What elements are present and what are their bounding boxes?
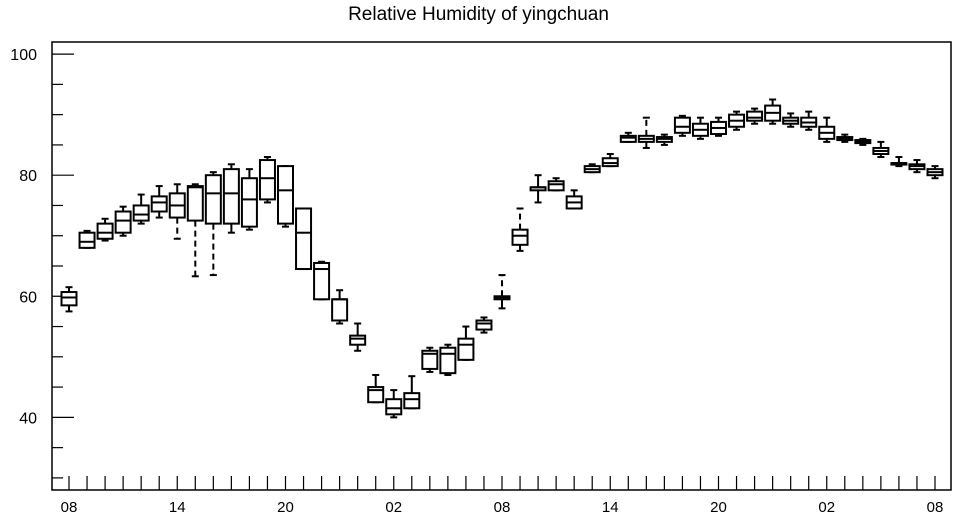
box-item — [529, 174, 547, 204]
box-item — [565, 189, 583, 210]
box-body — [277, 165, 294, 225]
box-item — [78, 229, 96, 249]
x-tick-label: 02 — [385, 499, 402, 516]
y-tick-label: 60 — [19, 289, 37, 306]
box-body — [421, 349, 439, 370]
box-item — [385, 389, 403, 419]
box-body — [186, 185, 204, 222]
box-item — [240, 168, 258, 231]
x-tick-label: 02 — [818, 499, 835, 516]
box-item — [764, 98, 782, 125]
box-item — [457, 325, 475, 361]
box-body — [403, 392, 421, 410]
box-item — [96, 217, 114, 242]
box-item — [475, 316, 493, 334]
box-item — [204, 171, 222, 277]
box-body — [349, 334, 367, 346]
box-item — [710, 116, 727, 137]
box-item — [277, 165, 294, 228]
box-item — [349, 322, 367, 352]
box-item — [890, 156, 908, 168]
box-item — [583, 163, 601, 174]
box-body — [457, 337, 475, 361]
box-body — [547, 180, 565, 192]
box-item — [493, 274, 511, 310]
box-item — [908, 159, 926, 174]
box-item — [511, 207, 529, 252]
box-item — [313, 260, 331, 301]
box-item — [655, 133, 673, 146]
box-item — [800, 110, 818, 131]
box-item — [818, 116, 836, 143]
plot-frame — [51, 41, 952, 491]
box-item — [926, 165, 944, 180]
y-tick-label: 40 — [19, 410, 37, 427]
chart-title: Relative Humidity of yingchuan — [348, 4, 609, 25]
x-tick-label: 08 — [61, 499, 78, 516]
y-tick-label: 80 — [19, 168, 37, 185]
box-body — [619, 134, 637, 143]
box-item — [619, 131, 637, 143]
x-tick-label: 14 — [602, 499, 619, 516]
box-item — [421, 346, 439, 373]
box-body — [78, 231, 96, 249]
box-item — [331, 289, 349, 325]
box-item — [132, 193, 150, 225]
x-tick-label: 08 — [494, 499, 511, 516]
box-body — [673, 116, 691, 134]
box-body — [204, 174, 222, 225]
y-axis: 40 60 80 100 — [10, 47, 74, 479]
box-item — [746, 107, 764, 125]
box-item — [836, 133, 854, 143]
box-item — [258, 156, 276, 204]
box-item — [673, 114, 691, 137]
box-item — [854, 137, 872, 146]
box-item — [150, 185, 168, 219]
box-item — [637, 116, 655, 149]
box-item — [403, 375, 421, 410]
box-body — [331, 298, 349, 322]
box-item — [439, 343, 457, 376]
box-body — [240, 177, 258, 228]
box-body — [96, 222, 114, 240]
box-body — [313, 261, 331, 301]
box-item — [728, 110, 746, 131]
box-item — [114, 205, 132, 237]
x-tick-label: 08 — [927, 499, 944, 516]
y-tick-label: 100 — [10, 47, 37, 64]
box-body — [439, 346, 457, 375]
box-item — [168, 183, 186, 240]
box-item — [872, 140, 890, 159]
box-body — [511, 228, 529, 246]
box-body — [114, 210, 132, 234]
box-item — [367, 373, 385, 404]
x-axis: 08 14 20 02 08 14 20 02 08 — [61, 476, 944, 516]
box-body — [746, 110, 764, 122]
box-item — [547, 177, 565, 192]
box-body — [150, 195, 168, 213]
box-item — [295, 207, 313, 271]
box-body — [222, 168, 240, 225]
box-item — [782, 112, 800, 128]
x-tick-label: 20 — [277, 499, 294, 516]
box-item — [60, 286, 78, 313]
box-item — [222, 163, 240, 234]
box-item — [691, 116, 709, 140]
box-series — [60, 98, 944, 419]
box-body — [475, 319, 493, 331]
x-tick-label: 20 — [710, 499, 727, 516]
x-tick-label: 14 — [169, 499, 186, 516]
box-body — [385, 398, 403, 416]
box-item — [186, 183, 204, 278]
box-body — [295, 207, 313, 271]
box-body — [132, 204, 150, 222]
box-body — [60, 291, 78, 307]
box-body — [258, 159, 276, 201]
box-item — [601, 153, 619, 168]
